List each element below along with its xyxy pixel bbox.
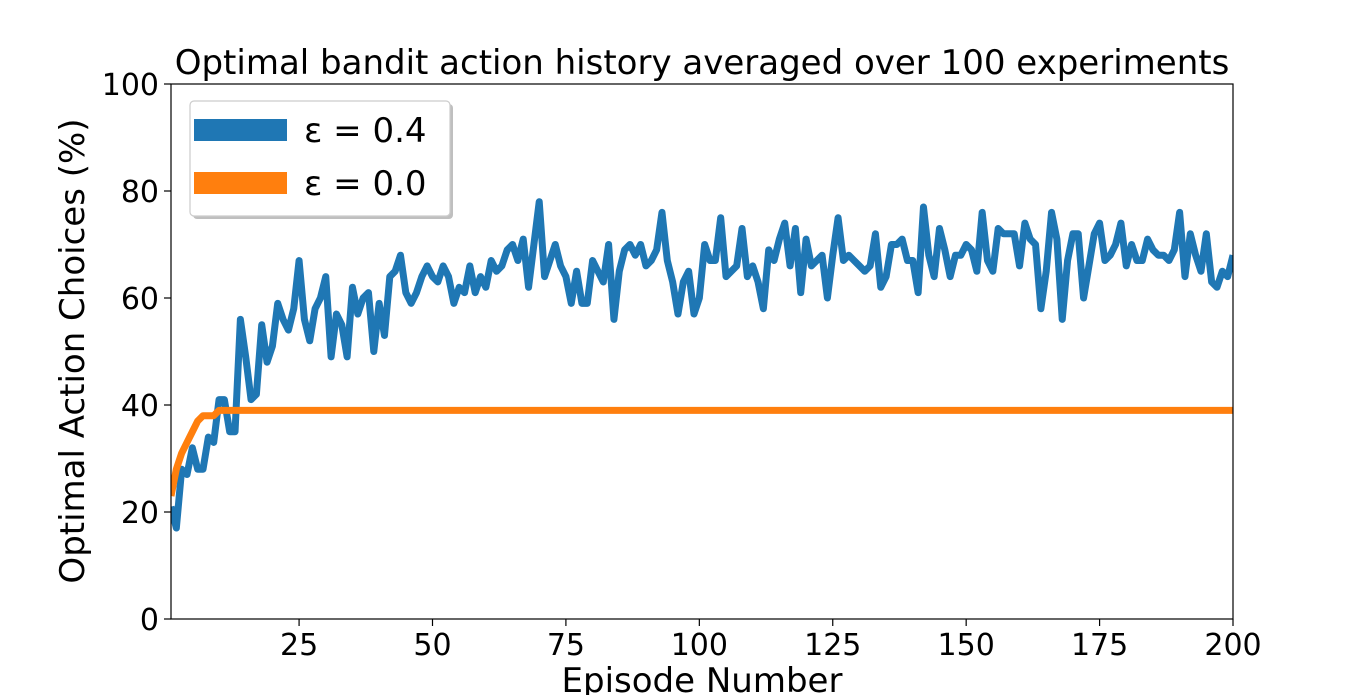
x-tick-label: 150 — [938, 628, 995, 663]
legend: ε = 0.4 ε = 0.0 — [189, 100, 453, 219]
y-tick-label: 40 — [121, 389, 159, 424]
x-tick-label: 175 — [1071, 628, 1128, 663]
y-axis-label: Optimal Action Choices (%) — [53, 118, 93, 583]
y-tick-label: 20 — [121, 496, 159, 531]
x-tick-label: 100 — [671, 628, 728, 663]
x-tick-label: 25 — [280, 628, 318, 663]
y-tick-label: 0 — [140, 603, 159, 638]
y-tick-label: 60 — [121, 282, 159, 317]
y-tick-label: 100 — [102, 68, 159, 103]
chart-title: Optimal bandit action history averaged o… — [175, 43, 1230, 83]
x-tick-label: 125 — [804, 628, 861, 663]
series-line-1 — [171, 406, 1233, 497]
legend-label-epsilon-0-4: ε = 0.4 — [304, 111, 427, 151]
y-tick-label: 80 — [121, 175, 159, 210]
x-tick-label: 200 — [1204, 628, 1261, 663]
plot-frame — [170, 83, 1234, 620]
x-tick-label: 50 — [413, 628, 451, 663]
series-line-0 — [171, 198, 1233, 532]
x-tick-label: 75 — [547, 628, 585, 663]
x-axis-label: Episode Number — [562, 661, 843, 695]
legend-label-epsilon-0-0: ε = 0.0 — [304, 164, 427, 204]
